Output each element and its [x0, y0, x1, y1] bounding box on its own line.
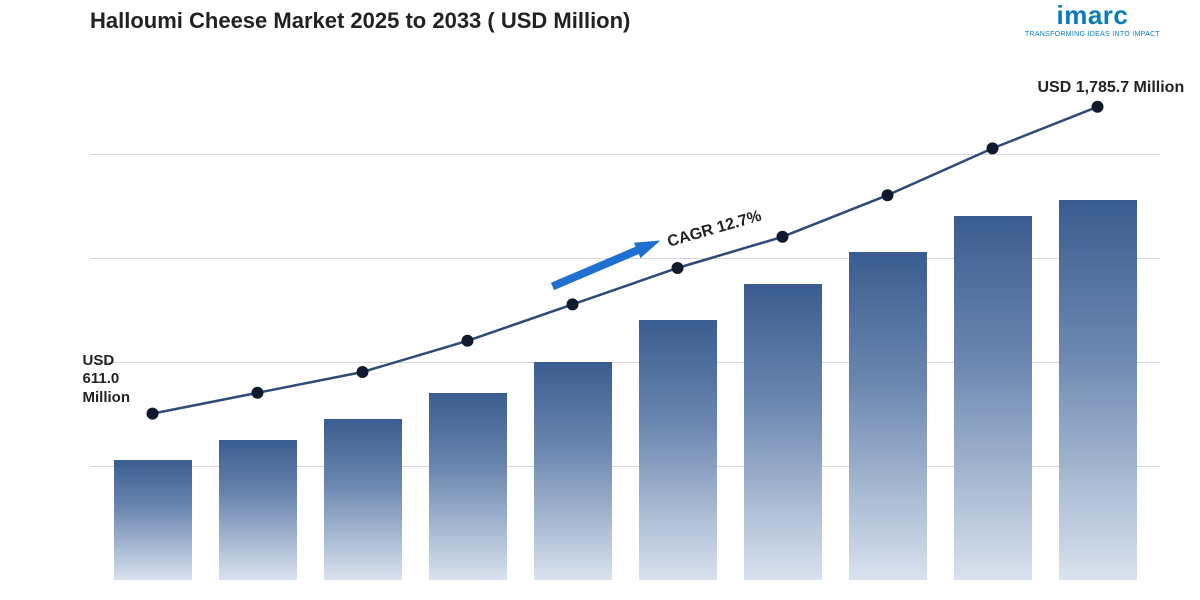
line-marker — [777, 231, 789, 243]
chart-title: Halloumi Cheese Market 2025 to 2033 ( US… — [90, 8, 630, 34]
line-marker — [567, 298, 579, 310]
line-marker — [882, 189, 894, 201]
line-marker — [252, 387, 264, 399]
logo-text: imarc — [1025, 0, 1160, 31]
line-marker — [1092, 101, 1104, 113]
line-marker — [147, 408, 159, 420]
line-marker — [357, 366, 369, 378]
logo-tagline: TRANSFORMING IDEAS INTO IMPACT — [1025, 31, 1160, 38]
trend-line — [90, 60, 1160, 580]
end-value-label: USD 1,785.7 Million — [1038, 79, 1185, 97]
line-marker — [672, 262, 684, 274]
chart-area: USD 611.0 Million USD 1,785.7 Million CA… — [90, 60, 1160, 580]
line-marker — [987, 142, 999, 154]
line-marker — [462, 335, 474, 347]
brand-logo: imarc TRANSFORMING IDEAS INTO IMPACT — [1025, 0, 1160, 38]
start-value-label: USD 611.0 Million — [83, 352, 131, 408]
